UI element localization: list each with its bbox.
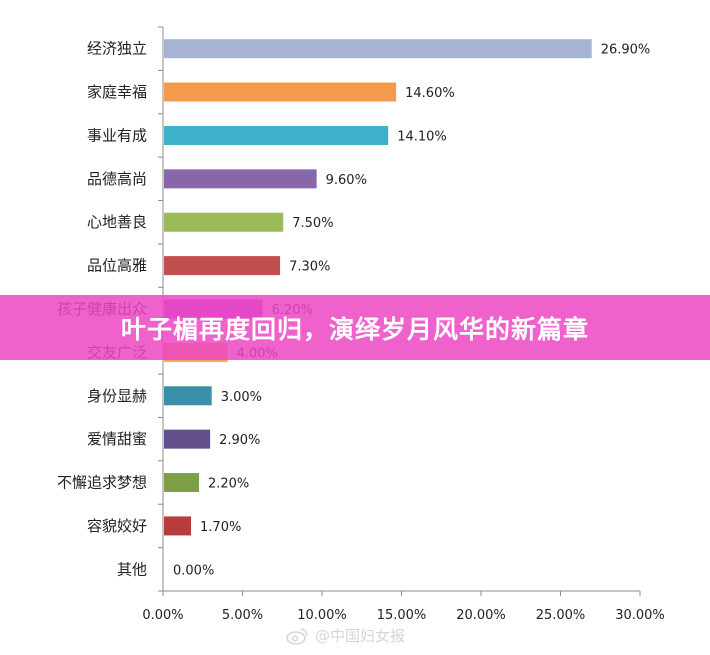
category-label: 不懈追求梦想	[57, 474, 147, 492]
watermark: @中国妇女报	[285, 625, 405, 646]
x-tick-label: 20.00%	[456, 608, 506, 623]
x-tick-label: 25.00%	[536, 608, 586, 623]
category-label: 爱情甜蜜	[87, 430, 147, 448]
x-tick-label: 0.00%	[142, 608, 183, 623]
data-label: 7.30%	[289, 260, 330, 275]
bar	[164, 39, 592, 59]
bar	[164, 169, 317, 189]
data-label: 9.60%	[326, 173, 367, 188]
category-label: 其他	[117, 560, 147, 578]
bar	[164, 516, 192, 536]
bar	[164, 212, 284, 232]
x-tick-label: 5.00%	[222, 608, 263, 623]
bar	[164, 82, 397, 102]
data-label: 2.20%	[208, 477, 249, 492]
category-label: 品德高尚	[87, 170, 147, 188]
data-label: 26.90%	[601, 43, 651, 58]
bar	[164, 473, 199, 493]
category-label: 身份显赫	[87, 387, 147, 405]
bar	[164, 125, 389, 145]
category-label: 容貌姣好	[87, 517, 147, 535]
category-label: 心地善良	[87, 213, 147, 231]
bar	[164, 256, 281, 276]
weibo-icon	[286, 627, 308, 645]
headline-text: 叶子楣再度回归，演绎岁月风华的新篇章	[120, 314, 589, 344]
category-label: 经济独立	[87, 40, 147, 58]
category-label: 家庭幸福	[87, 83, 147, 101]
bar	[164, 429, 211, 449]
data-label: 3.00%	[221, 390, 262, 405]
category-label: 事业有成	[87, 126, 147, 144]
watermark-text: @中国妇女报	[315, 627, 406, 645]
data-label: 0.00%	[173, 563, 214, 578]
data-label: 7.50%	[292, 216, 333, 231]
headline-banner: 叶子楣再度回归，演绎岁月风华的新篇章	[0, 295, 710, 360]
x-tick-label: 30.00%	[615, 608, 665, 623]
data-label: 14.60%	[405, 86, 455, 101]
data-label: 14.10%	[397, 129, 447, 144]
data-label: 2.90%	[219, 433, 260, 448]
x-tick-label: 10.00%	[297, 608, 347, 623]
bar	[164, 386, 212, 406]
x-tick-label: 15.00%	[377, 608, 427, 623]
category-label: 品位高雅	[87, 257, 147, 275]
data-label: 1.70%	[200, 520, 241, 535]
